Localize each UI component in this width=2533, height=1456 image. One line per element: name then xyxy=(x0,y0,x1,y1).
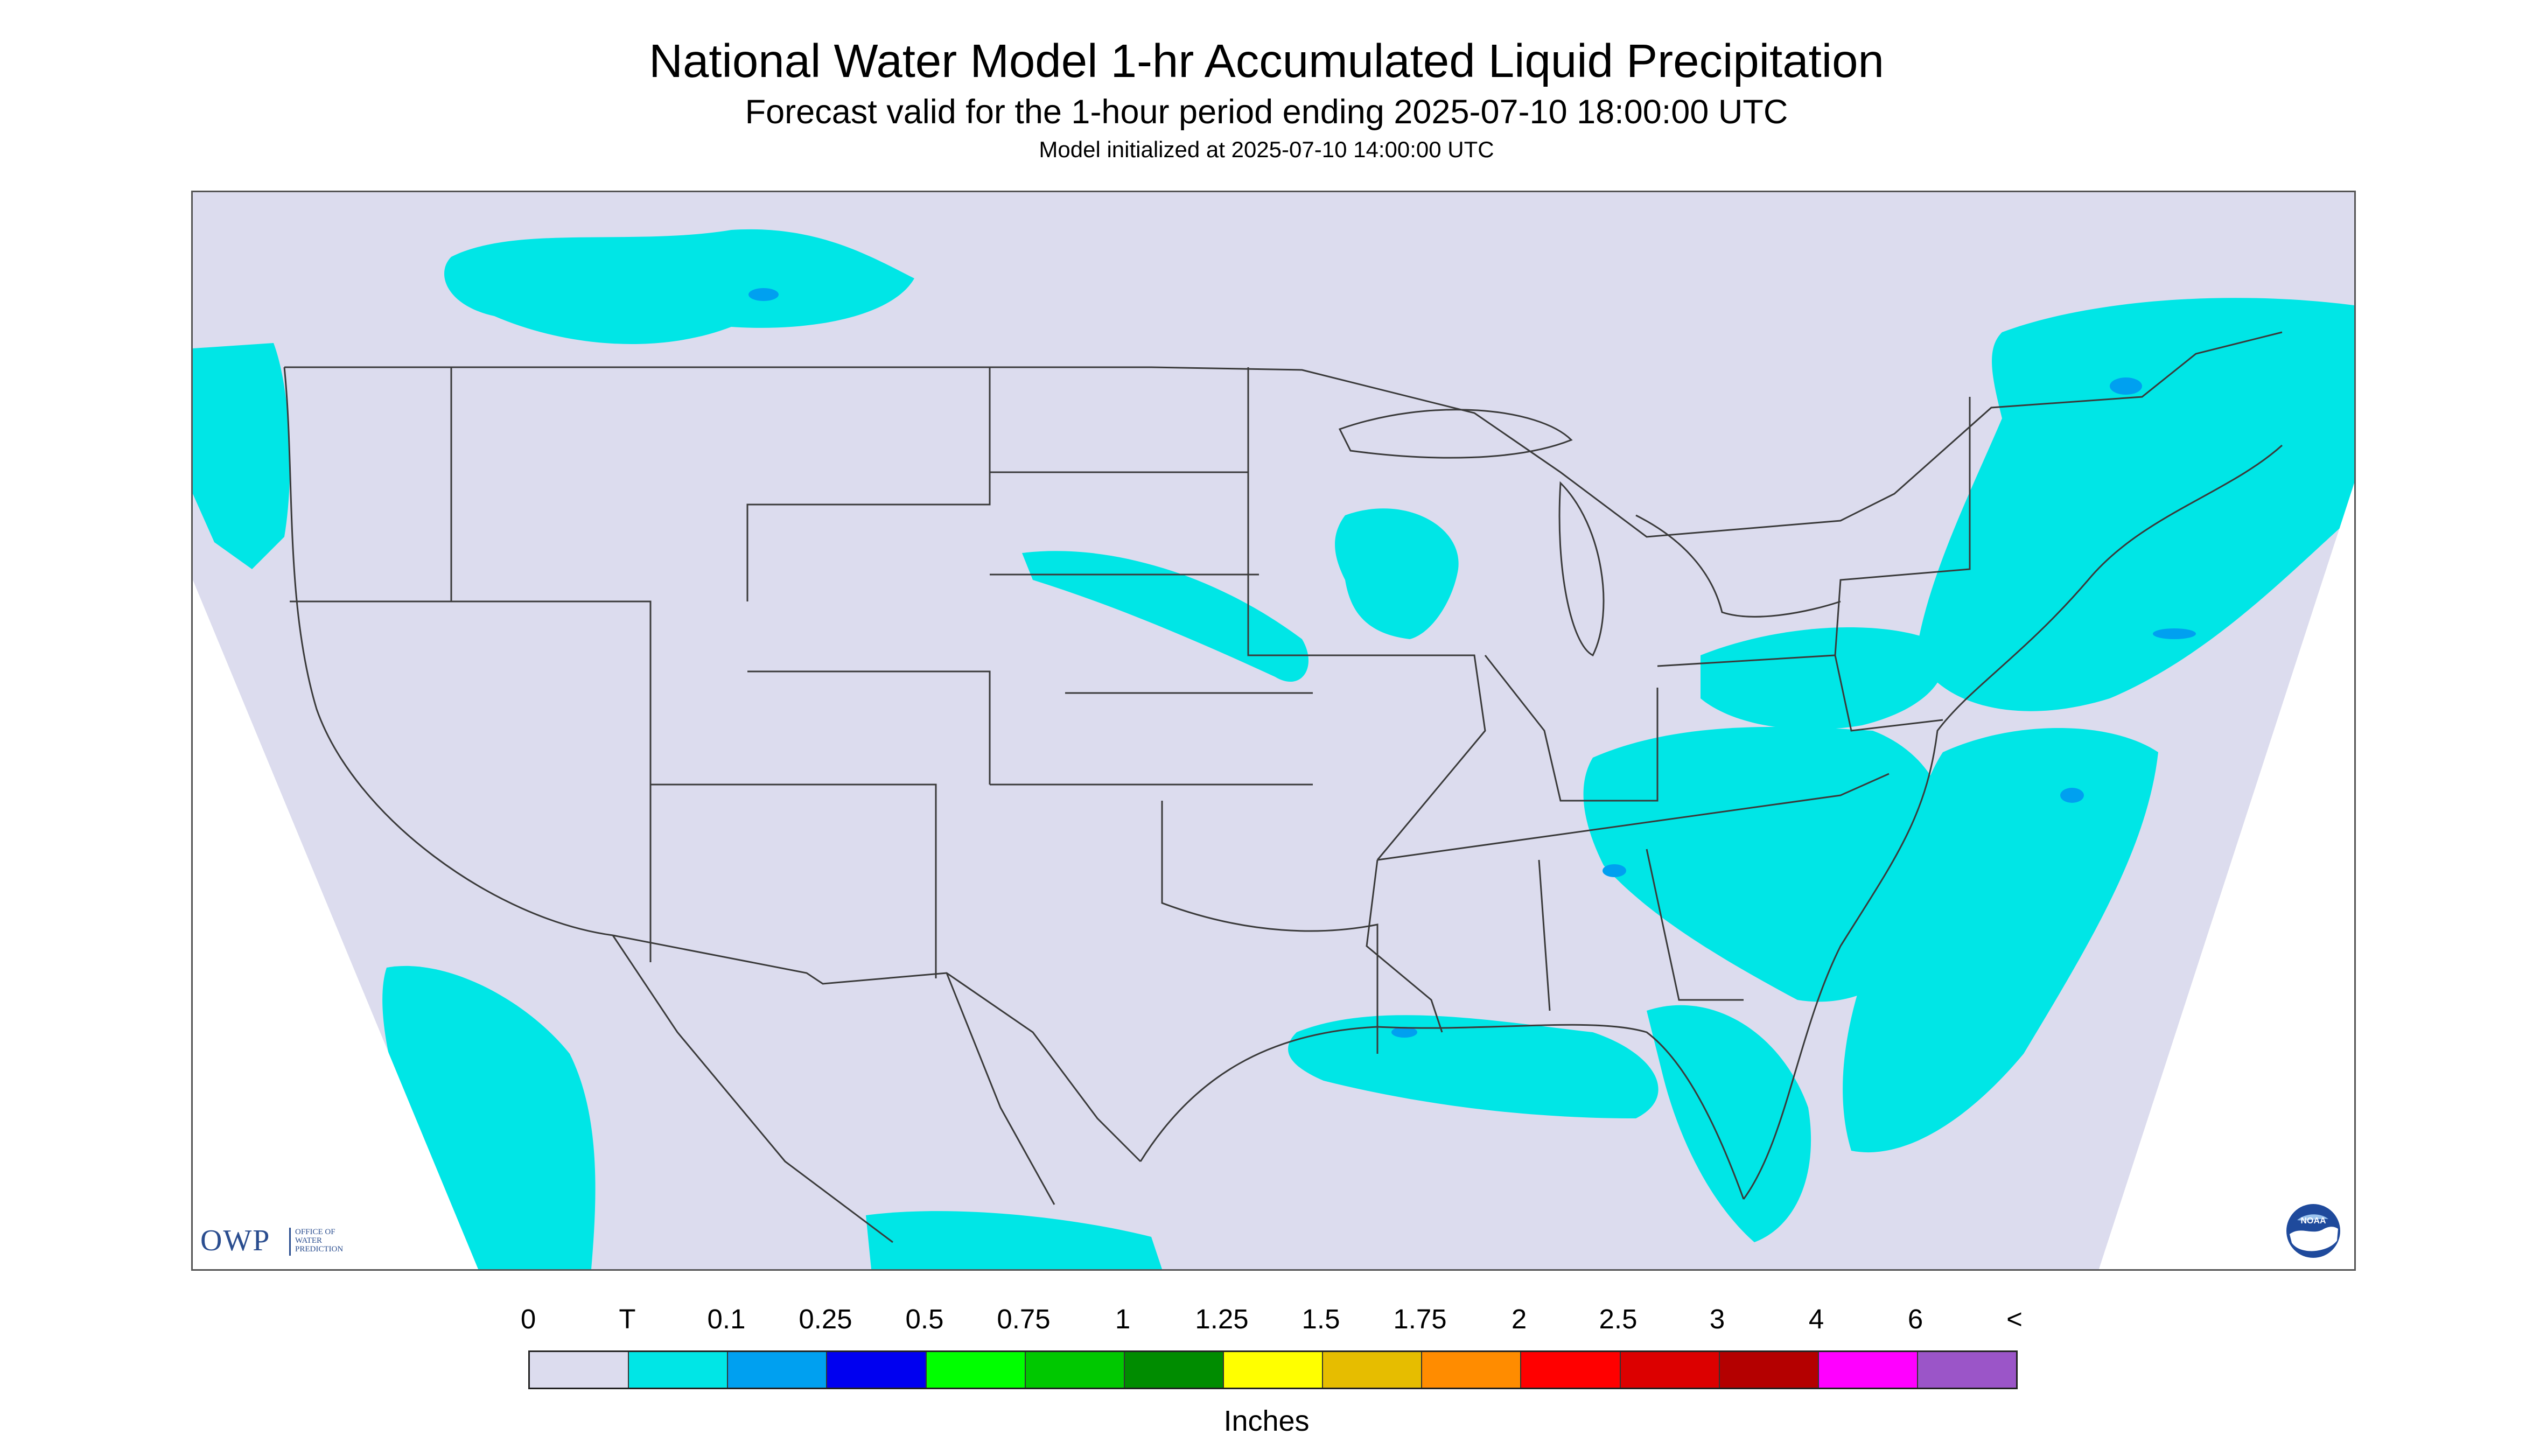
legend-color-bar xyxy=(528,1350,2018,1389)
legend-swatch xyxy=(629,1352,729,1388)
map-canvas xyxy=(193,192,2354,1269)
us-canada-border xyxy=(284,331,2283,538)
legend-label: 1.5 xyxy=(1302,1304,1340,1334)
legend-label: 4 xyxy=(1808,1304,1824,1334)
legend-label: 0 xyxy=(520,1304,536,1334)
legend-swatch xyxy=(1521,1352,1621,1388)
legend-label: 0.75 xyxy=(997,1304,1051,1334)
legend-label: 0.5 xyxy=(905,1304,944,1334)
atlantic-coastline xyxy=(1743,444,2283,1200)
state-line-nevada xyxy=(290,600,652,962)
owp-logo-subtext: OFFICE OF WATER PREDICTION xyxy=(295,1228,343,1254)
lake-superior xyxy=(1338,409,1573,459)
legend-label: 1.25 xyxy=(1195,1304,1249,1334)
boundaries xyxy=(283,331,2283,1243)
state-line-mississippi xyxy=(1366,859,1443,1033)
owp-logo: OWP OFFICE OF WATER PREDICTION xyxy=(200,1223,373,1261)
legend-label: 1.75 xyxy=(1393,1304,1447,1334)
owp-logo-divider xyxy=(289,1228,291,1256)
precip-cell xyxy=(2110,377,2142,395)
precip-area-pacific-sw xyxy=(382,965,596,1269)
noaa-logo-text: NOAA xyxy=(2300,1216,2326,1226)
state-line-minnesota-iowa xyxy=(1247,367,1486,860)
legend-label: 0.1 xyxy=(707,1304,746,1334)
precip-area-gulf-coast xyxy=(1288,1015,1659,1118)
legend-label: 1 xyxy=(1115,1304,1131,1334)
precip-cells xyxy=(748,288,2196,1038)
page-title: National Water Model 1-hr Accumulated Li… xyxy=(649,35,1884,87)
precip-cell xyxy=(2060,788,2084,803)
legend-swatch xyxy=(1620,1352,1720,1388)
legend-swatch xyxy=(728,1352,828,1388)
legend-label: < xyxy=(2006,1304,2023,1334)
legend-swatch xyxy=(926,1352,1026,1388)
precip-area-mexico-south xyxy=(866,1211,1162,1269)
legend-swatch xyxy=(1719,1352,1819,1388)
legend-label: 3 xyxy=(1709,1304,1725,1334)
legend-swatch xyxy=(1323,1352,1423,1388)
precip-cell xyxy=(2153,628,2196,639)
state-line-oklahoma-texas xyxy=(1161,801,1379,1054)
forecast-valid-subtitle: Forecast valid for the 1-hour period end… xyxy=(745,93,1788,131)
owp-logo-line: OFFICE OF xyxy=(295,1228,335,1236)
state-line-illinois-indiana xyxy=(1484,655,1659,802)
state-line-tennessee xyxy=(1377,773,1890,861)
owp-logo-line: WATER xyxy=(295,1236,322,1245)
state-line-montana xyxy=(746,367,991,601)
precip-area-pacific-nw xyxy=(193,343,290,569)
state-line-wyoming-colorado xyxy=(747,670,991,785)
precip-area-florida xyxy=(1647,1005,1811,1242)
precip-area-wisconsin xyxy=(1335,508,1459,639)
legend-swatch xyxy=(1818,1352,1918,1388)
lake-huron-erie xyxy=(1635,514,1841,618)
legend-label: 2.5 xyxy=(1599,1304,1638,1334)
legend-swatch xyxy=(1025,1352,1125,1388)
legend-swatch xyxy=(827,1352,927,1388)
us-coastline xyxy=(283,367,613,936)
legend-swatch xyxy=(1422,1352,1522,1388)
owp-logo-line: PREDICTION xyxy=(295,1245,344,1254)
precip-cell xyxy=(748,288,779,301)
precip-cell xyxy=(1603,864,1626,877)
model-init-line: Model initialized at 2025-07-10 14:00:00… xyxy=(1039,137,1494,162)
legend-labels: 0 T 0.1 0.25 0.5 0.75 1 1.25 1.5 1.75 2 … xyxy=(0,1303,2533,1341)
outside-domain-left xyxy=(193,580,478,1269)
legend-swatch xyxy=(530,1352,629,1388)
gulf-coastline xyxy=(1139,1024,1745,1200)
state-line-ohio-pennsylvania xyxy=(1657,654,1943,732)
state-line-georgia-alabama xyxy=(1538,849,1744,1011)
precip-cell xyxy=(1391,1027,1417,1038)
state-line-dakotas xyxy=(990,471,1259,576)
state-line-nebraska-kansas xyxy=(990,692,1313,786)
legend-label: 6 xyxy=(1907,1304,1923,1334)
precip-areas xyxy=(193,229,2354,1269)
precip-area-canada-west xyxy=(444,229,914,345)
legend-swatch xyxy=(1223,1352,1324,1388)
outside-domain-right xyxy=(2099,483,2354,1269)
lake-michigan xyxy=(1558,481,1605,657)
precip-area-northeast xyxy=(1916,298,2354,711)
mexico-interior xyxy=(612,935,1055,1243)
precip-area-southeast xyxy=(1583,726,1954,1002)
legend-label: 0.25 xyxy=(799,1304,852,1334)
precip-area-nebraska xyxy=(1022,551,1309,682)
noaa-logo: NOAA xyxy=(2286,1204,2340,1258)
owp-logo-letters: OWP xyxy=(200,1224,271,1257)
state-line-utah xyxy=(650,783,937,978)
legend-swatch xyxy=(1124,1352,1224,1388)
precipitation-map[interactable] xyxy=(191,191,2356,1271)
state-line-new-york xyxy=(1834,397,1971,656)
legend-label: 2 xyxy=(1511,1304,1527,1334)
precip-area-great-lakes xyxy=(1701,627,1946,730)
legend-swatch xyxy=(1918,1352,2017,1388)
legend-units: Inches xyxy=(1223,1405,1310,1437)
precip-area-atlantic xyxy=(1843,728,2158,1153)
legend-label: T xyxy=(619,1304,636,1334)
